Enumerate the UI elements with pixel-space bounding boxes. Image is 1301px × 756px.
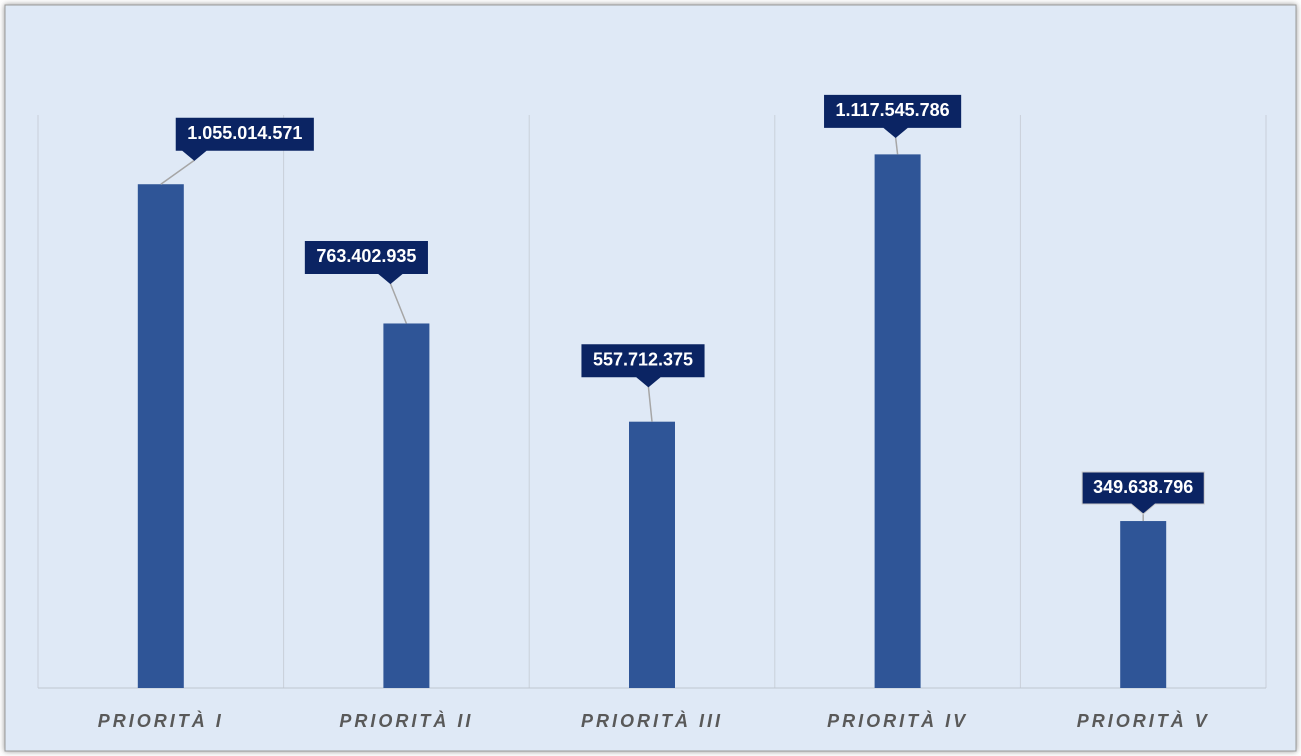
bar: [137, 184, 184, 689]
data-label: 763.402.935: [316, 246, 416, 266]
data-label-box: [175, 117, 314, 161]
x-tick-label: PRIORITÀ II: [339, 710, 473, 731]
bar: [874, 154, 921, 688]
data-label-box: [824, 94, 962, 139]
x-tick-label: PRIORITÀ V: [1077, 710, 1210, 731]
data-label: 1.117.545.786: [836, 100, 950, 120]
bar: [383, 323, 430, 688]
data-label-box: [304, 240, 428, 285]
leader-line: [894, 137, 899, 155]
leader-line: [647, 386, 653, 422]
data-label: 557.712.375: [593, 349, 693, 369]
data-label-box: [1081, 471, 1205, 515]
bar: [1120, 521, 1167, 688]
leader-line: [160, 159, 195, 185]
data-label: 1.055.014.571: [187, 123, 302, 143]
x-tick-label: PRIORITÀ IV: [827, 710, 968, 731]
x-tick-label: PRIORITÀ III: [581, 710, 723, 731]
data-label-box: [581, 344, 705, 388]
leader-line: [389, 283, 408, 324]
x-tick-label: PRIORITÀ I: [98, 710, 224, 731]
bar: [629, 421, 675, 688]
data-label: 349.638.796: [1093, 477, 1193, 497]
